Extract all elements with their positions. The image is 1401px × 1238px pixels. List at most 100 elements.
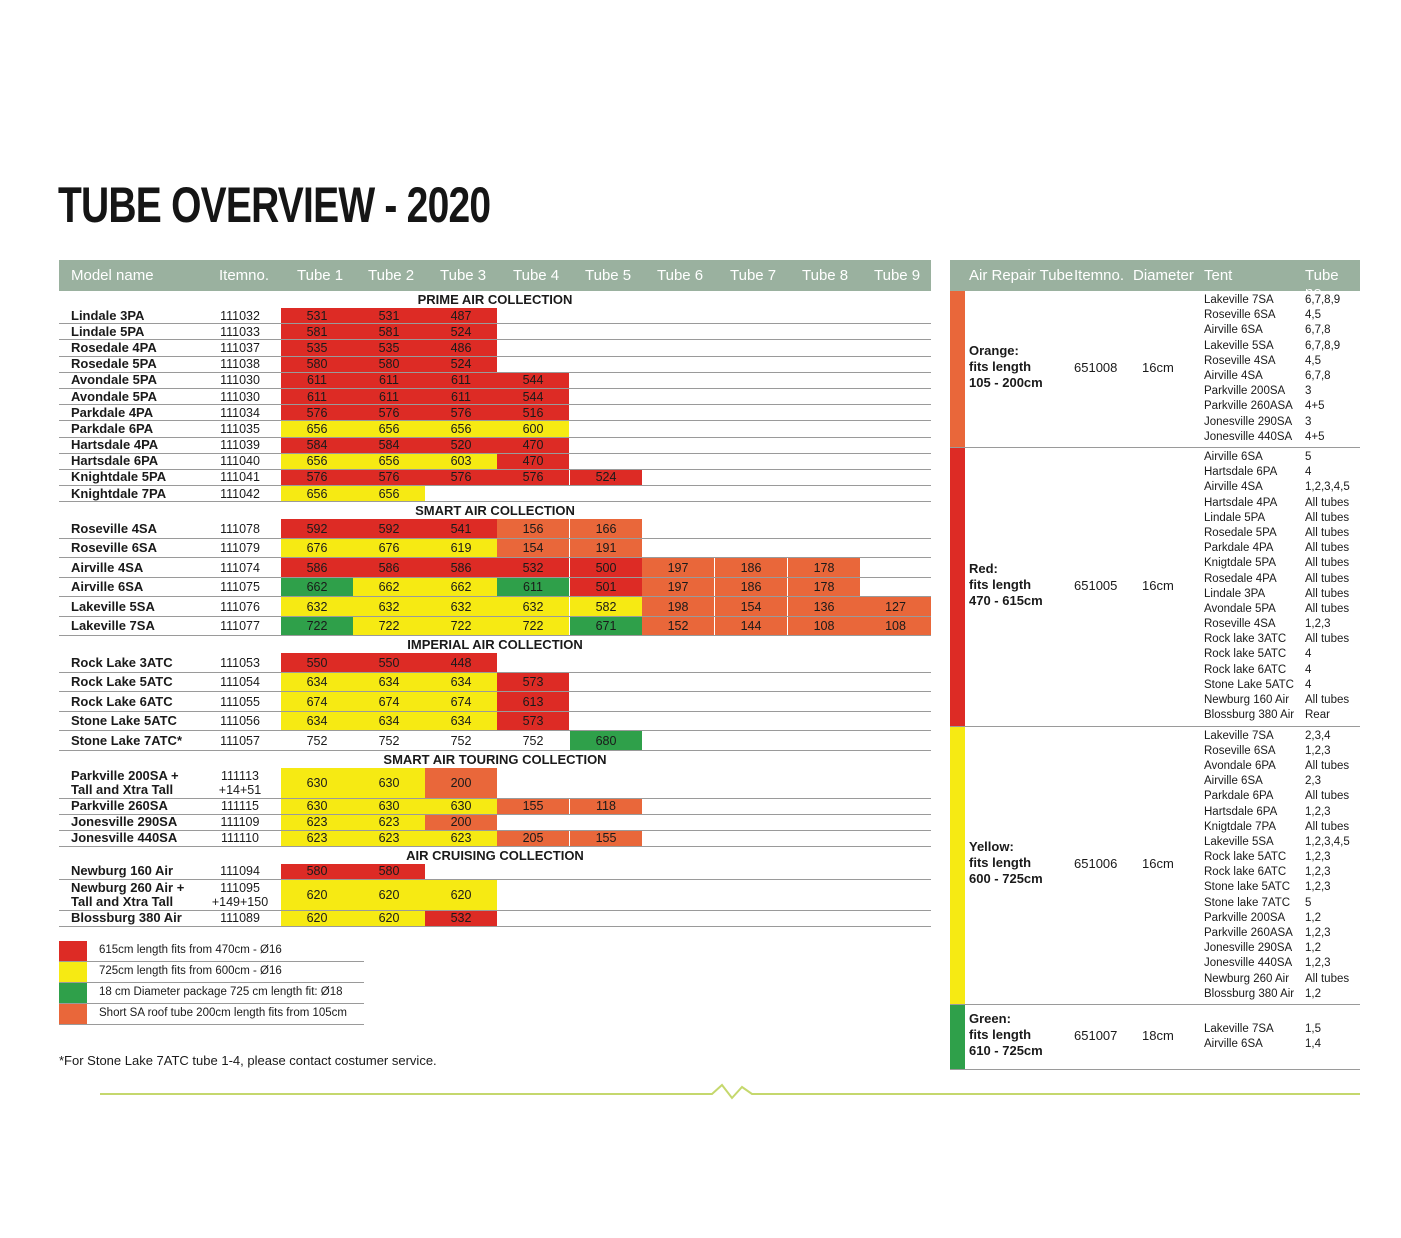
item-number: 111056 <box>220 714 260 728</box>
color-bar <box>950 1005 965 1070</box>
header-cell: Tube 4 <box>513 267 560 284</box>
tube-cell: 584 <box>353 437 425 453</box>
item-number: 111075 <box>220 580 260 594</box>
tube-numbers: 4+5 <box>1305 400 1325 413</box>
tube-cell: 620 <box>281 910 353 926</box>
tube-cell: 632 <box>425 597 497 616</box>
tent-row: Jonesville 440SA 4+5 <box>1204 430 1354 445</box>
tube-numbers: All tubes <box>1305 542 1350 555</box>
item-number: 111054 <box>220 675 260 689</box>
tent-name: Stone lake 7ATC <box>1204 896 1291 909</box>
tent-row: Parkdale 4PA All tubes <box>1204 541 1354 556</box>
tube-cell: 634 <box>425 672 497 692</box>
tent-name: Stone Lake 5ATC <box>1204 678 1294 691</box>
tube-cell: 623 <box>425 830 497 846</box>
table-row: Parkdale 4PA 111034 576 576 576 516 <box>59 404 931 422</box>
tube-numbers: 1,2,3 <box>1305 805 1331 818</box>
tube-cell: 573 <box>497 672 569 692</box>
tent-row: Roseville 4SA 4,5 <box>1204 354 1354 369</box>
tube-cell: 611 <box>353 388 425 405</box>
tent-name: Airville 6SA <box>1204 775 1263 788</box>
tube-numbers: 4+5 <box>1305 430 1325 443</box>
tent-name: Rosedale 5PA <box>1204 526 1277 539</box>
tube-numbers: 2,3 <box>1305 775 1321 788</box>
tent-row: Knigtdale 7PA All tubes <box>1204 820 1354 835</box>
tube-cell: 634 <box>281 672 353 692</box>
tent-row: Roseville 4SA 1,2,3 <box>1204 617 1354 632</box>
legend-text: 725cm length fits from 600cm - Ø16 <box>99 965 282 977</box>
model-name: Jonesville 290SA <box>71 814 178 830</box>
model-name: Blossburg 380 Air <box>71 910 182 926</box>
tent-name: Hartsdale 4PA <box>1204 496 1278 509</box>
tent-name: Airville 6SA <box>1204 1038 1263 1051</box>
tube-numbers: 4 <box>1305 466 1312 479</box>
item-number: 111113 +14+51 <box>218 768 262 797</box>
item-number: 111035 <box>220 421 260 436</box>
table-row: Knightdale 5PA 111041 576 576 576 576 524 <box>59 469 931 487</box>
tent-name: Lakeville 5SA <box>1204 835 1274 848</box>
repair-group: Orange: fits length 105 - 200cm 651008 16c… <box>950 291 1360 448</box>
tent-name: Parkdale 4PA <box>1204 542 1274 555</box>
model-name: Newburg 160 Air <box>71 863 174 879</box>
tent-list: Airville 6SA 5 Hartsdale 6PA 4 Airville 4SA 1… <box>1204 450 1354 723</box>
tube-numbers: 1,2,3 <box>1305 866 1331 879</box>
header-cell: Tube 3 <box>440 267 487 284</box>
tent-name: Newburg 260 Air <box>1204 972 1290 985</box>
item-number: 111089 <box>220 911 260 926</box>
tent-row: Airville 6SA 6,7,8 <box>1204 323 1354 338</box>
tent-row: Rock lake 6ATC 1,2,3 <box>1204 865 1354 880</box>
tube-cell: 634 <box>425 711 497 731</box>
tent-list: Lakeville 7SA 1,5 Airville 6SA 1,4 <box>1204 1022 1354 1052</box>
group-item-number: 651006 <box>1074 856 1118 872</box>
table-row: Hartsdale 6PA 111040 656 656 603 470 <box>59 453 931 470</box>
tube-cell: 581 <box>353 324 425 340</box>
tube-cell: 550 <box>281 653 353 672</box>
tube-cell: 632 <box>281 597 353 616</box>
model-name: Airville 4SA <box>71 559 144 575</box>
tent-row: Stone lake 5ATC 1,2,3 <box>1204 880 1354 895</box>
tube-cell: 108 <box>788 616 860 636</box>
tube-cell: 722 <box>281 616 353 636</box>
tube-cell: 582 <box>570 597 642 616</box>
tube-numbers: All tubes <box>1305 972 1350 985</box>
tube-cell: 586 <box>425 558 497 577</box>
tube-cell: 580 <box>353 863 425 879</box>
tube-cell: 656 <box>353 486 425 502</box>
model-name: Hartsdale 6PA <box>71 453 159 469</box>
group-label: Green: fits length 610 - 725cm <box>969 1011 1043 1059</box>
tent-name: Hartsdale 6PA <box>1204 466 1278 479</box>
table-row: Stone Lake 7ATC* 111057 752 752 752 752 680 <box>59 731 931 751</box>
tube-numbers: 3 <box>1305 415 1312 428</box>
tube-cell: 613 <box>497 692 569 711</box>
tube-cell: 580 <box>281 356 353 372</box>
tent-name: Lakeville 7SA <box>1204 294 1274 306</box>
tent-name: Jonesville 290SA <box>1204 942 1293 955</box>
tube-cell: 524 <box>425 356 497 372</box>
item-number: 111038 <box>220 357 260 372</box>
collection-title: IMPERIAL AIR COLLECTION <box>407 637 583 653</box>
tube-cell: 576 <box>497 469 569 486</box>
group-diameter: 18cm <box>1142 1028 1174 1044</box>
tube-cell: 632 <box>353 597 425 616</box>
tube-cell: 200 <box>425 814 497 830</box>
tube-numbers: All tubes <box>1305 790 1350 803</box>
group-item-number: 651005 <box>1074 577 1118 593</box>
tent-row: Rock lake 6ATC 4 <box>1204 663 1354 678</box>
tube-table: Model name Itemno. Tube 1 Tube 2 Tube 3 Tube … <box>59 260 931 927</box>
color-bar <box>950 291 965 447</box>
tube-cell: 611 <box>353 372 425 388</box>
group-diameter: 16cm <box>1142 856 1174 872</box>
tube-cell: 630 <box>281 798 353 814</box>
tube-numbers: 1,2,3 <box>1305 927 1331 940</box>
header-cell: Tube 7 <box>730 267 777 284</box>
tent-name: Jonesville 290SA <box>1204 415 1293 428</box>
item-number: 111055 <box>220 694 260 709</box>
tube-numbers: 1,2,3,4,5 <box>1305 481 1350 494</box>
model-name: Parkville 200SA + Tall and Xtra Tall <box>71 767 179 797</box>
collection-title: AIR CRUISING COLLECTION <box>406 847 584 863</box>
table-row: Rock Lake 5ATC 111054 634 634 634 573 <box>59 672 931 693</box>
tube-numbers: All tubes <box>1305 557 1350 570</box>
tent-row: Airville 6SA 1,4 <box>1204 1037 1354 1052</box>
model-name: Parkdale 4PA <box>71 404 154 420</box>
tent-row: Lakeville 7SA 1,5 <box>1204 1022 1354 1037</box>
